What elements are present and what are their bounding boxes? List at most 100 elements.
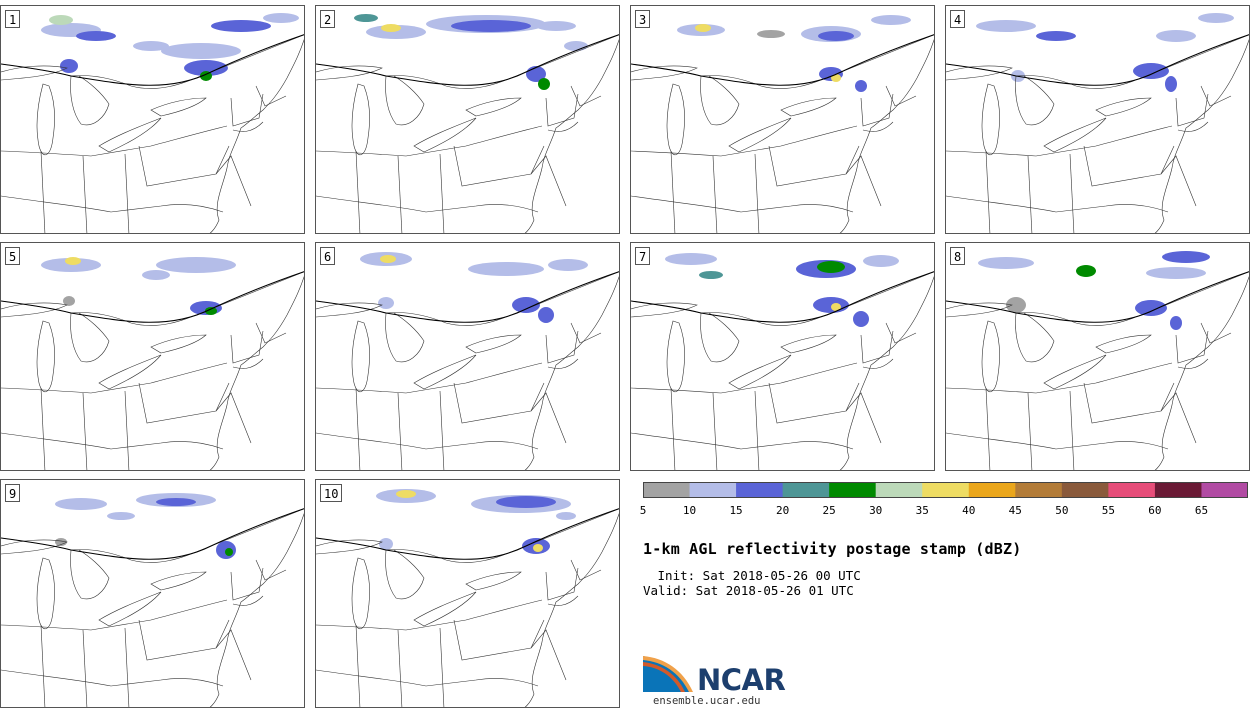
reflectivity-colorbar (643, 482, 1248, 498)
map-boundary (465, 571, 522, 591)
stamp-panel-8[interactable]: 8 (945, 242, 1250, 471)
colorbar-tick-label: 60 (1148, 504, 1162, 517)
map-boundary (36, 83, 55, 156)
international-border (316, 508, 619, 560)
map-boundary (453, 619, 545, 661)
map-boundary (230, 93, 264, 127)
echo-cell (354, 14, 378, 22)
map-boundary (1095, 97, 1152, 117)
echo-cell (1076, 265, 1096, 277)
map-boundary (670, 387, 676, 470)
map-boundary (728, 117, 792, 153)
map-boundary (570, 85, 602, 107)
map-boundary (150, 334, 207, 354)
reflectivity-map (631, 15, 934, 233)
map-boundary (316, 65, 383, 81)
map-boundary (946, 65, 1013, 81)
stamp-panel-6[interactable]: 6 (315, 242, 620, 471)
map-boundary (316, 539, 383, 555)
map-boundary (316, 432, 539, 450)
map-boundary (1177, 358, 1209, 369)
echo-cell (60, 59, 78, 73)
reflectivity-map (946, 251, 1249, 470)
map-boundary (232, 121, 264, 132)
reflectivity-echoes (978, 251, 1210, 330)
map-boundary (666, 83, 685, 156)
map-boundary (397, 392, 403, 470)
reflectivity-map (316, 14, 619, 233)
map-boundary (700, 75, 740, 126)
panel-label: 10 (320, 484, 343, 502)
stamp-panel-7[interactable]: 7 (630, 242, 935, 471)
map-boundary (40, 624, 46, 707)
map-boundary (946, 432, 1169, 450)
init-time: Init: Sat 2018-05-26 00 UTC (650, 568, 861, 583)
map-boundary (232, 358, 264, 369)
echo-cell (184, 60, 228, 76)
stamp-panel-2[interactable]: 2 (315, 5, 620, 234)
echo-cell (863, 255, 899, 267)
map-boundary (631, 125, 858, 157)
reflectivity-map (316, 489, 619, 707)
echo-cell (142, 270, 170, 280)
map-boundary (215, 392, 252, 444)
map-boundary (524, 39, 619, 233)
map-boundary (70, 549, 110, 600)
map-boundary (885, 322, 917, 344)
stamp-panel-10[interactable]: 10 (315, 479, 620, 708)
map-boundary (1, 599, 228, 631)
map-boundary (631, 302, 698, 318)
map-boundary (839, 276, 934, 470)
echo-cell (263, 13, 299, 23)
reflectivity-map (1, 257, 304, 470)
international-border (946, 34, 1249, 86)
echo-cell (533, 544, 543, 552)
map-boundary (215, 629, 252, 681)
echo-cell (107, 512, 135, 520)
echo-cell (538, 307, 554, 323)
map-boundary (985, 150, 991, 233)
echo-cell (161, 43, 241, 59)
colorbar-bin (736, 482, 784, 498)
map-boundary (355, 387, 361, 470)
colorbar-tick-label: 5 (639, 504, 647, 517)
map-boundary (631, 362, 858, 394)
map-boundary (946, 302, 1013, 318)
map-boundary (1200, 322, 1232, 344)
map-boundary (255, 85, 287, 107)
map-boundary (530, 629, 567, 681)
map-boundary (36, 557, 55, 630)
map-boundary (351, 320, 370, 393)
map-boundary (397, 629, 403, 707)
echo-cell (468, 262, 544, 276)
reflectivity-echoes (55, 493, 236, 559)
echo-cell (55, 538, 67, 546)
stamp-panel-9[interactable]: 9 (0, 479, 305, 708)
map-boundary (1, 65, 68, 81)
stamp-panel-4[interactable]: 4 (945, 5, 1250, 234)
map-boundary (316, 669, 539, 687)
echo-cell (978, 257, 1034, 269)
colorbar-tick-label: 25 (822, 504, 836, 517)
map-boundary (255, 559, 287, 581)
map-boundary (1175, 93, 1209, 127)
colorbar-bin (1201, 482, 1248, 498)
map-boundary (754, 390, 760, 470)
map-boundary (1015, 312, 1055, 363)
map-boundary (150, 97, 207, 117)
reflectivity-echoes (41, 13, 299, 81)
map-boundary (1160, 155, 1197, 207)
colorbar-tick-label: 45 (1008, 504, 1022, 517)
reflectivity-map (946, 13, 1249, 233)
map-boundary (666, 320, 685, 393)
stamp-panel-3[interactable]: 3 (630, 5, 935, 234)
map-boundary (209, 276, 304, 470)
echo-cell (41, 258, 101, 272)
stamp-panel-5[interactable]: 5 (0, 242, 305, 471)
map-boundary (985, 387, 991, 470)
echo-cell (564, 41, 588, 51)
map-boundary (413, 117, 477, 153)
echo-cell (378, 297, 394, 309)
map-boundary (981, 83, 1000, 156)
stamp-panel-1[interactable]: 1 (0, 5, 305, 234)
